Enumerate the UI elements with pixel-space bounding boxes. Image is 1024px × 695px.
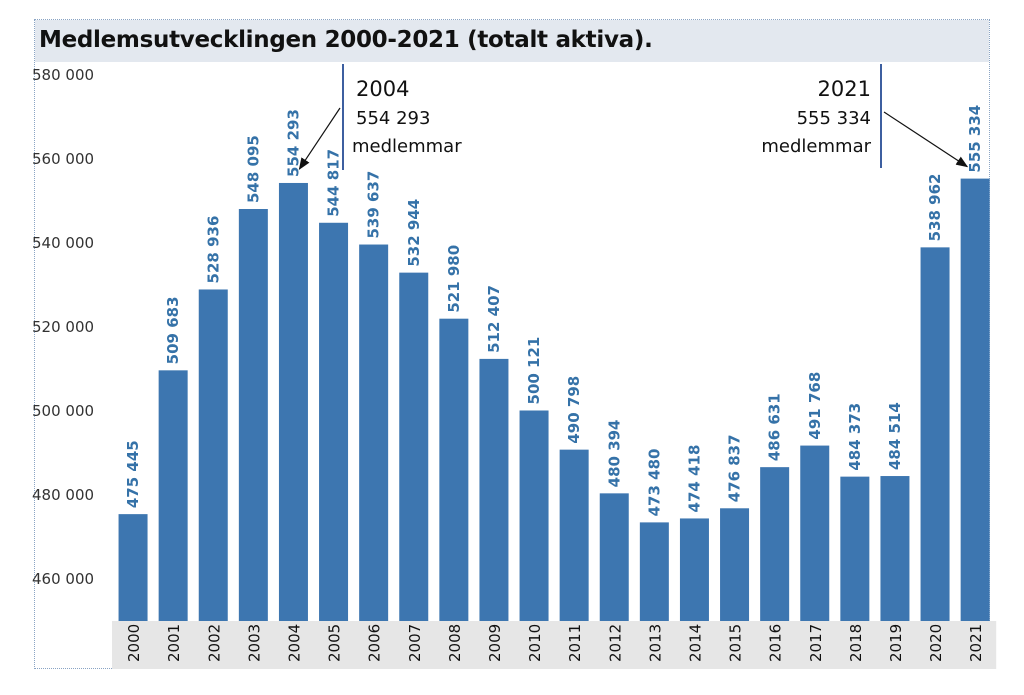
y-tick-label: 580 000 — [32, 66, 94, 84]
data-label-2014: 474 418 — [685, 445, 703, 513]
data-label-2002: 528 936 — [204, 216, 222, 284]
chart-title: Medlemsutvecklingen 2000-2021 (totalt ak… — [39, 27, 653, 53]
bar-2005 — [319, 222, 349, 621]
bar-2020 — [920, 247, 950, 621]
x-tick-label-2003: 2003 — [245, 624, 263, 662]
x-tick-label-2009: 2009 — [486, 624, 504, 662]
x-tick-label-2010: 2010 — [526, 624, 544, 662]
bar-2006 — [359, 244, 389, 621]
data-label-2005: 544 817 — [325, 149, 343, 217]
data-label-2013: 473 480 — [645, 449, 663, 517]
bar-2009 — [479, 358, 509, 621]
y-tick-label: 480 000 — [32, 486, 94, 504]
data-label-2016: 486 631 — [766, 393, 784, 461]
data-label-2001: 509 683 — [164, 296, 182, 364]
x-axis-band — [112, 621, 997, 669]
y-tick-label: 500 000 — [32, 402, 94, 420]
bar-2001 — [158, 370, 188, 621]
x-tick-label-2012: 2012 — [606, 624, 624, 662]
annotation-arrow — [883, 111, 969, 168]
data-label-2021: 555 334 — [966, 105, 984, 173]
x-tick-label-2013: 2013 — [646, 624, 664, 662]
data-label-2000: 475 445 — [124, 440, 142, 508]
annotation-unit: medlemmar — [352, 136, 462, 157]
annotation-arrow — [298, 107, 341, 170]
data-label-2012: 480 394 — [605, 419, 623, 487]
bar-2014 — [679, 518, 709, 621]
data-label-2006: 539 637 — [365, 171, 383, 239]
y-tick-label: 540 000 — [32, 234, 94, 252]
y-axis: 460 000 480 000 500 000 520 000 540 000 560 0… — [32, 66, 94, 588]
data-label-2017: 491 768 — [806, 372, 824, 440]
bar-2003 — [238, 209, 268, 621]
x-axis-background — [112, 621, 997, 669]
title-bar: Medlemsutvecklingen 2000-2021 (totalt ak… — [35, 20, 989, 62]
data-label-2019: 484 514 — [886, 402, 904, 470]
data-label-2004: 554 293 — [284, 109, 302, 177]
x-tick-label-2004: 2004 — [285, 624, 303, 662]
x-tick-label-2002: 2002 — [205, 624, 223, 662]
x-tick-label-2011: 2011 — [566, 624, 584, 662]
x-tick-label-2014: 2014 — [686, 624, 704, 662]
x-axis: 2000 2001 2002 2003 2004 2005 2006 2007 2008 2009… — [125, 624, 985, 662]
annotation-year: 2004 — [356, 77, 409, 101]
x-tick-label-2000: 2000 — [125, 624, 143, 662]
chart-frame — [34, 19, 990, 669]
x-tick-label-2016: 2016 — [767, 624, 785, 662]
x-tick-label-2007: 2007 — [406, 624, 424, 662]
data-label-2015: 476 837 — [726, 434, 744, 502]
data-label-2020: 538 962 — [926, 174, 944, 242]
x-tick-label-2006: 2006 — [366, 624, 384, 662]
bar-2002 — [198, 289, 228, 621]
data-label-2009: 512 407 — [485, 285, 503, 353]
bar-2015 — [720, 508, 750, 621]
bar-2011 — [559, 449, 589, 621]
bar-2018 — [840, 476, 870, 621]
data-labels: 475 445 509 683 528 936 548 095 554 293 544 8… — [124, 105, 984, 517]
data-label-2010: 500 121 — [525, 337, 543, 405]
annotation-unit: medlemmar — [761, 136, 871, 157]
bar-2010 — [519, 410, 549, 621]
annotation-value: 555 334 — [797, 108, 871, 129]
bar-2019 — [880, 476, 910, 621]
annotation-year: 2021 — [818, 77, 871, 101]
bar-2000 — [118, 514, 148, 621]
bar-2017 — [800, 445, 830, 621]
data-label-2007: 532 944 — [405, 199, 423, 267]
x-tick-label-2008: 2008 — [446, 624, 464, 662]
annotations: 2004 554 293 medlemmar 2021 555 334 medlemmar — [298, 64, 969, 170]
data-label-2011: 490 798 — [565, 376, 583, 444]
bar-2013 — [639, 522, 669, 621]
x-tick-label-2017: 2017 — [807, 624, 825, 662]
data-label-2018: 484 373 — [846, 403, 864, 471]
x-tick-label-2005: 2005 — [326, 624, 344, 662]
bar-2008 — [439, 318, 469, 621]
y-tick-label: 460 000 — [32, 570, 94, 588]
x-tick-label-2021: 2021 — [967, 624, 985, 662]
bar-2021 — [960, 178, 990, 621]
bars — [118, 178, 990, 621]
x-tick-label-2015: 2015 — [727, 624, 745, 662]
x-tick-label-2019: 2019 — [887, 624, 905, 662]
x-tick-label-2018: 2018 — [847, 624, 865, 662]
bar-2004 — [278, 182, 308, 621]
y-tick-label: 520 000 — [32, 318, 94, 336]
bar-2012 — [599, 493, 629, 621]
bar-2007 — [399, 272, 429, 621]
bar-2016 — [760, 467, 790, 621]
y-tick-label: 560 000 — [32, 150, 94, 168]
data-label-2003: 548 095 — [244, 135, 262, 203]
annotation-value: 554 293 — [356, 108, 430, 129]
x-tick-label-2020: 2020 — [927, 624, 945, 662]
data-label-2008: 521 980 — [445, 245, 463, 313]
x-tick-label-2001: 2001 — [165, 624, 183, 662]
